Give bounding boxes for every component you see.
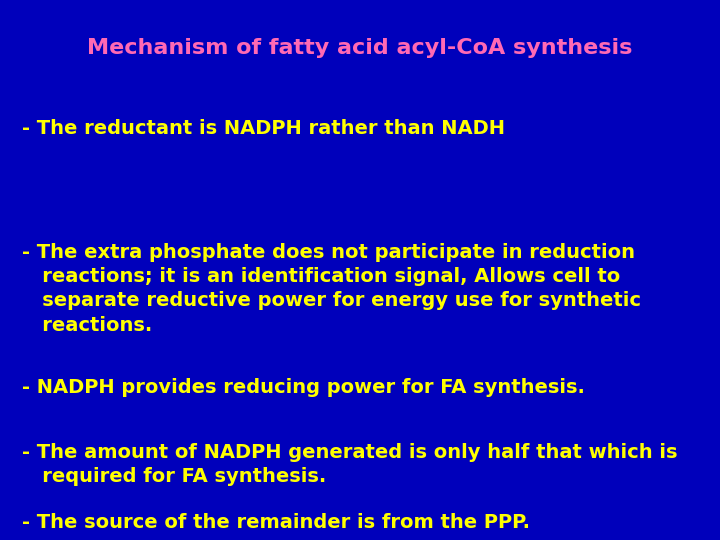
Text: - The reductant is NADPH rather than NADH: - The reductant is NADPH rather than NAD… xyxy=(22,119,505,138)
Text: - The amount of NADPH generated is only half that which is
   required for FA sy: - The amount of NADPH generated is only … xyxy=(22,443,677,486)
Text: - NADPH provides reducing power for FA synthesis.: - NADPH provides reducing power for FA s… xyxy=(22,378,585,397)
Text: - The extra phosphate does not participate in reduction
   reactions; it is an i: - The extra phosphate does not participa… xyxy=(22,243,641,335)
Text: Mechanism of fatty acid acyl-CoA synthesis: Mechanism of fatty acid acyl-CoA synthes… xyxy=(87,38,633,58)
Text: - The source of the remainder is from the PPP.: - The source of the remainder is from th… xyxy=(22,513,530,532)
